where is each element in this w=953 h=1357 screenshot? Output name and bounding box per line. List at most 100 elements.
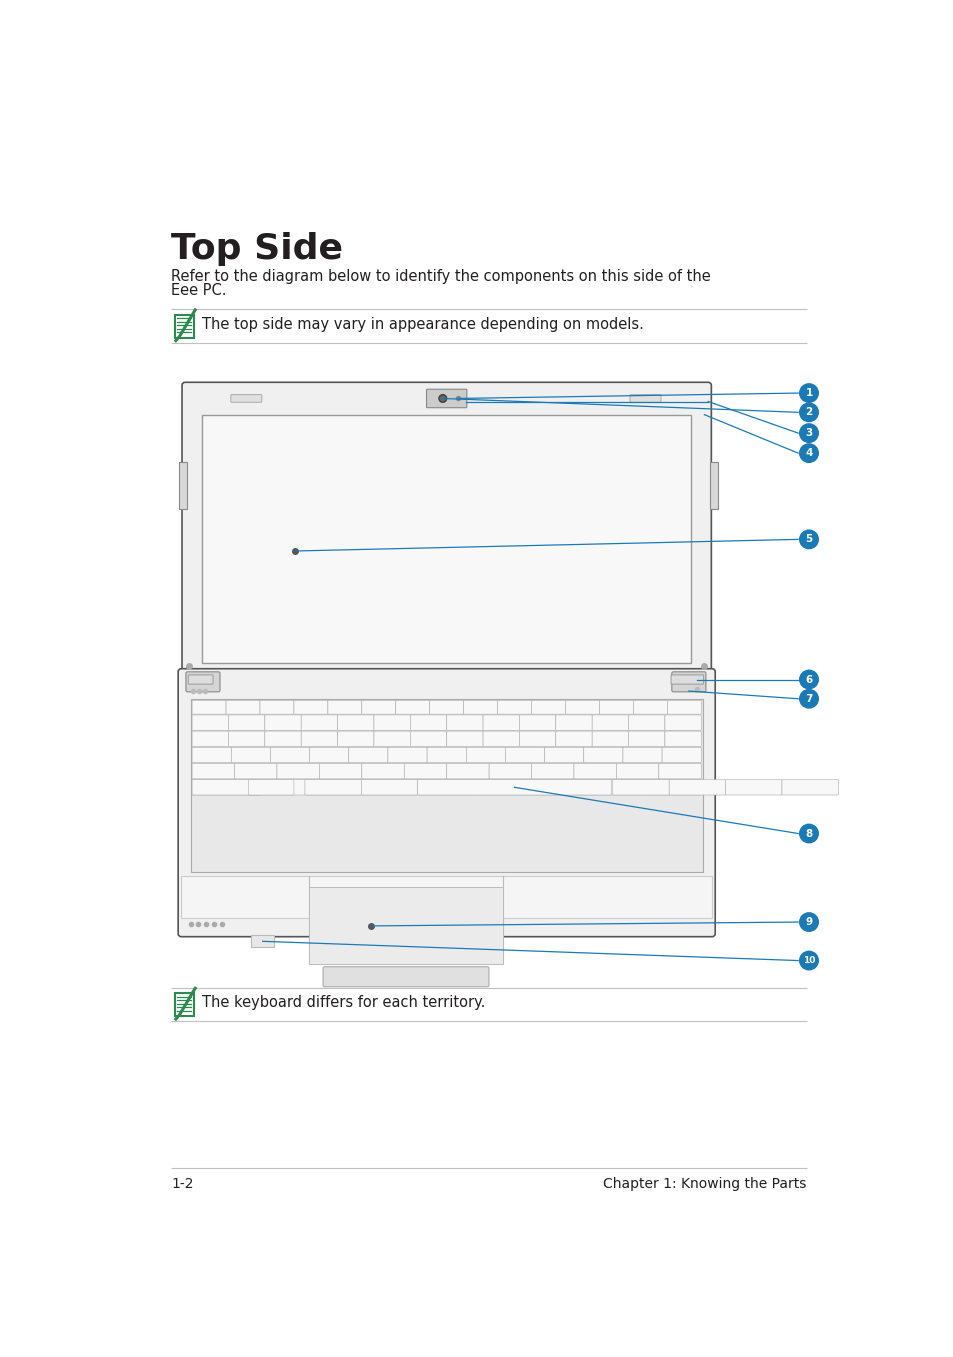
Text: 3: 3 [804,427,812,438]
FancyBboxPatch shape [612,780,668,795]
Circle shape [799,444,818,463]
FancyBboxPatch shape [616,764,659,779]
Circle shape [799,403,818,422]
Text: 1-2: 1-2 [171,1177,193,1191]
Circle shape [799,531,818,548]
Circle shape [799,384,818,402]
Text: 4: 4 [804,448,812,459]
Text: 7: 7 [804,693,812,704]
FancyBboxPatch shape [361,780,418,795]
FancyBboxPatch shape [186,672,220,692]
Bar [191,699,702,873]
FancyBboxPatch shape [531,764,574,779]
FancyBboxPatch shape [192,715,228,730]
Circle shape [799,423,818,442]
Bar [709,463,717,509]
Text: 10: 10 [802,957,814,965]
FancyBboxPatch shape [518,715,556,730]
FancyBboxPatch shape [349,748,388,763]
FancyBboxPatch shape [178,669,715,936]
FancyBboxPatch shape [565,700,598,714]
FancyBboxPatch shape [410,731,446,746]
FancyBboxPatch shape [446,715,482,730]
Circle shape [438,395,446,402]
FancyBboxPatch shape [497,700,531,714]
FancyBboxPatch shape [228,731,265,746]
Text: 2: 2 [804,407,812,418]
FancyBboxPatch shape [301,715,337,730]
Circle shape [799,670,818,689]
FancyBboxPatch shape [182,383,711,673]
FancyBboxPatch shape [426,389,466,407]
FancyBboxPatch shape [361,780,417,795]
FancyBboxPatch shape [319,764,361,779]
FancyBboxPatch shape [633,700,667,714]
FancyBboxPatch shape [463,700,497,714]
FancyBboxPatch shape [628,731,664,746]
FancyBboxPatch shape [482,731,518,746]
FancyBboxPatch shape [671,672,705,692]
Circle shape [799,824,818,843]
FancyBboxPatch shape [489,764,531,779]
FancyBboxPatch shape [231,395,261,402]
FancyBboxPatch shape [226,700,260,714]
FancyBboxPatch shape [231,748,270,763]
Bar [202,415,691,662]
FancyBboxPatch shape [475,780,531,795]
FancyBboxPatch shape [270,748,310,763]
FancyBboxPatch shape [629,395,660,402]
FancyBboxPatch shape [374,731,410,746]
FancyBboxPatch shape [265,715,301,730]
FancyBboxPatch shape [664,731,700,746]
FancyBboxPatch shape [395,700,429,714]
FancyBboxPatch shape [388,748,427,763]
FancyBboxPatch shape [249,780,305,795]
FancyBboxPatch shape [574,764,616,779]
FancyBboxPatch shape [518,731,556,746]
FancyBboxPatch shape [234,764,276,779]
FancyBboxPatch shape [622,748,661,763]
Bar [181,875,711,919]
FancyBboxPatch shape [337,715,374,730]
FancyBboxPatch shape [598,700,633,714]
FancyBboxPatch shape [192,700,226,714]
FancyBboxPatch shape [583,748,622,763]
FancyBboxPatch shape [323,966,488,987]
Circle shape [799,913,818,931]
Bar [251,935,274,947]
Text: Refer to the diagram below to identify the components on this side of the: Refer to the diagram below to identify t… [171,269,710,284]
FancyBboxPatch shape [446,731,482,746]
Text: 8: 8 [804,829,812,839]
FancyBboxPatch shape [192,780,249,795]
Text: Chapter 1: Knowing the Parts: Chapter 1: Knowing the Parts [602,1177,806,1191]
FancyBboxPatch shape [361,700,395,714]
FancyBboxPatch shape [310,748,349,763]
FancyBboxPatch shape [505,748,544,763]
FancyBboxPatch shape [667,700,700,714]
FancyBboxPatch shape [670,674,703,684]
FancyBboxPatch shape [294,700,328,714]
FancyBboxPatch shape [531,780,587,795]
FancyBboxPatch shape [192,780,259,795]
FancyBboxPatch shape [305,780,361,795]
Text: Top Side: Top Side [171,232,343,266]
FancyBboxPatch shape [664,715,700,730]
FancyBboxPatch shape [228,715,265,730]
FancyBboxPatch shape [374,715,410,730]
FancyBboxPatch shape [337,731,374,746]
FancyBboxPatch shape [417,780,611,795]
FancyBboxPatch shape [188,674,213,684]
Circle shape [440,396,445,400]
FancyBboxPatch shape [174,993,193,1016]
FancyBboxPatch shape [328,700,361,714]
FancyBboxPatch shape [276,764,319,779]
FancyBboxPatch shape [361,764,404,779]
FancyBboxPatch shape [668,780,725,795]
Text: The keyboard differs for each territory.: The keyboard differs for each territory. [202,995,485,1010]
Text: 5: 5 [804,535,812,544]
FancyBboxPatch shape [429,700,463,714]
FancyBboxPatch shape [628,715,664,730]
FancyBboxPatch shape [556,731,592,746]
FancyBboxPatch shape [661,748,700,763]
FancyBboxPatch shape [544,748,583,763]
